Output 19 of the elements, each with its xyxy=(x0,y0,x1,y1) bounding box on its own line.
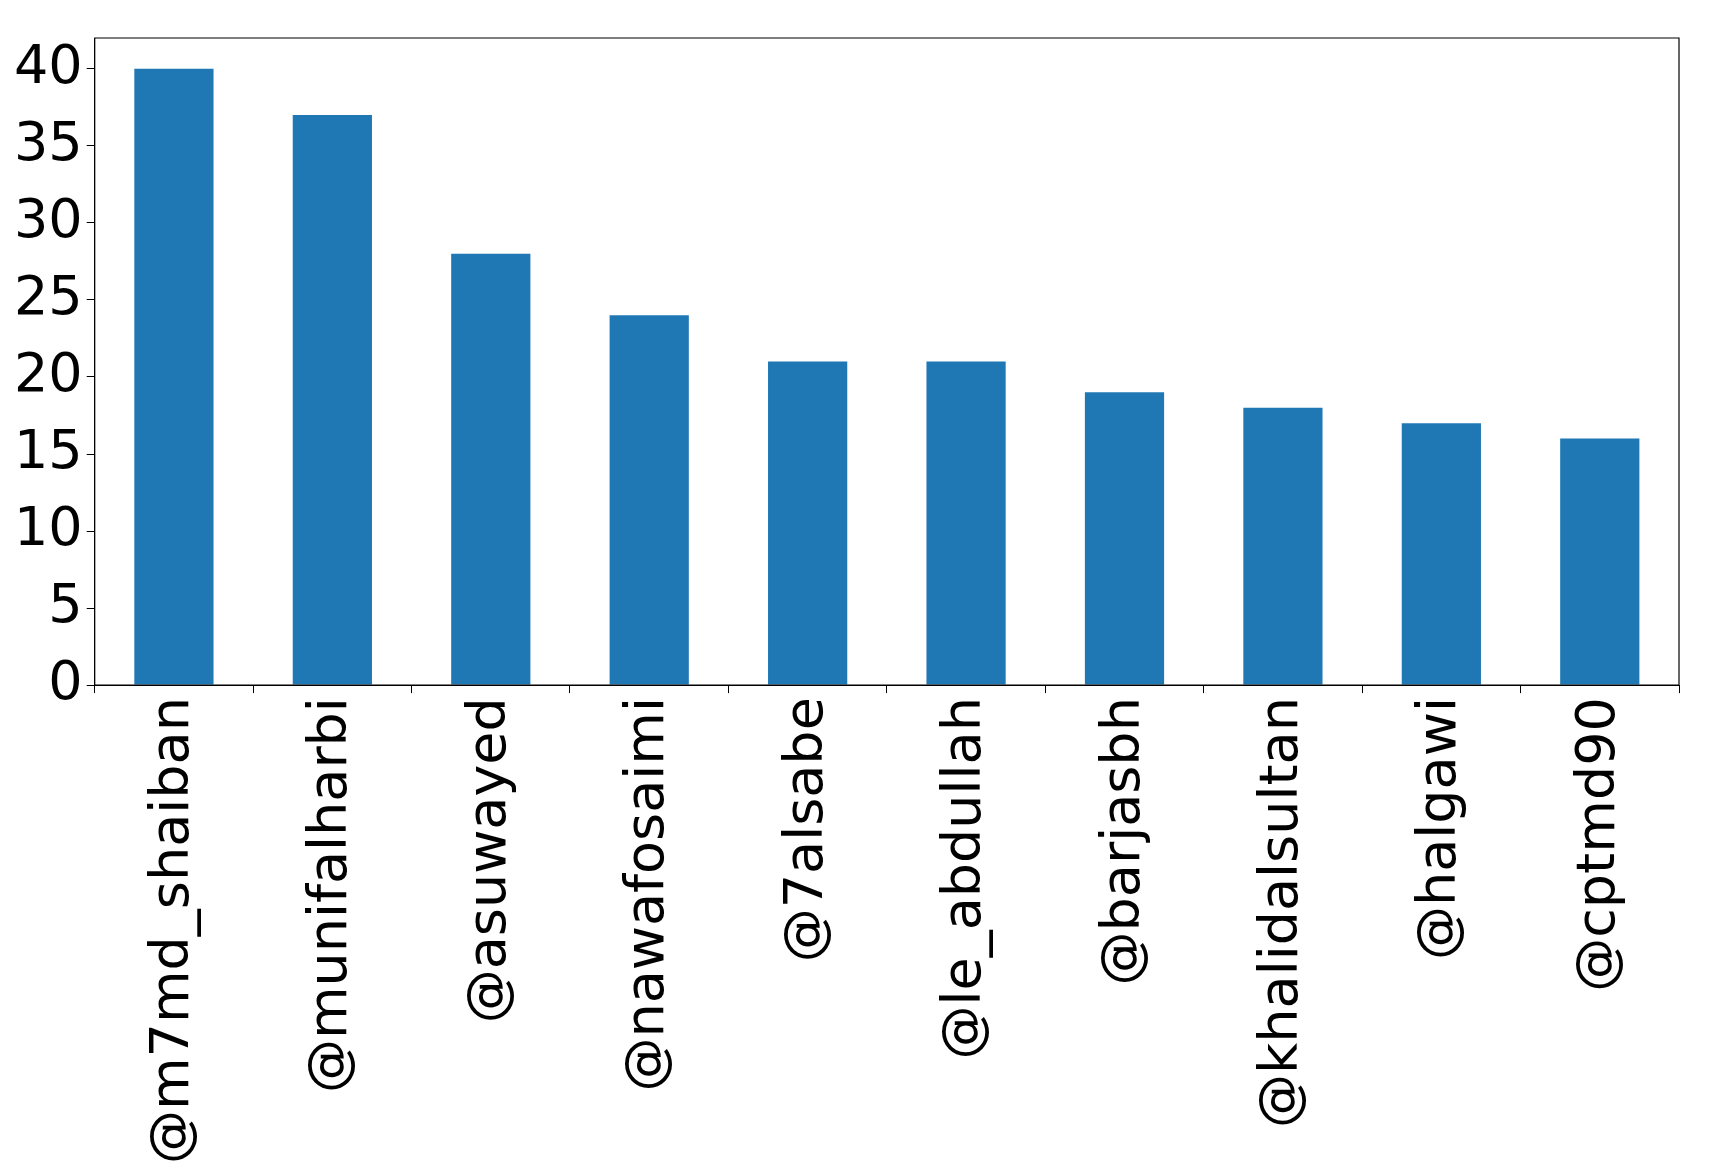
x-tick-label: @khalidalsultan xyxy=(1246,697,1310,1128)
y-tick-label: 5 xyxy=(48,572,83,636)
y-tick-label: 10 xyxy=(13,495,83,559)
x-tick-label: @barjasbh xyxy=(1088,697,1152,986)
x-tick-label: @nawafosaimi xyxy=(613,697,677,1092)
y-tick-label: 0 xyxy=(48,649,83,713)
x-tick-label: @le_abdullah xyxy=(930,697,994,1060)
x-tick-label: @cptmd90 xyxy=(1563,697,1627,992)
y-tick-label: 35 xyxy=(13,109,83,173)
x-tick-label: @asuwayed xyxy=(454,697,518,1024)
x-tick-label: @halgawi xyxy=(1405,697,1469,960)
y-tick-label: 20 xyxy=(13,341,83,404)
y-tick-label: 15 xyxy=(13,418,83,482)
x-tick-label: @m7md_shaiban xyxy=(137,697,201,1165)
y-tick-label: 40 xyxy=(13,32,83,96)
x-tick-label: @7alsabe xyxy=(771,697,835,963)
y-tick-label: 30 xyxy=(13,186,83,250)
x-tick-label: @munifalharbi xyxy=(296,697,360,1094)
y-tick-label: 25 xyxy=(13,263,83,327)
